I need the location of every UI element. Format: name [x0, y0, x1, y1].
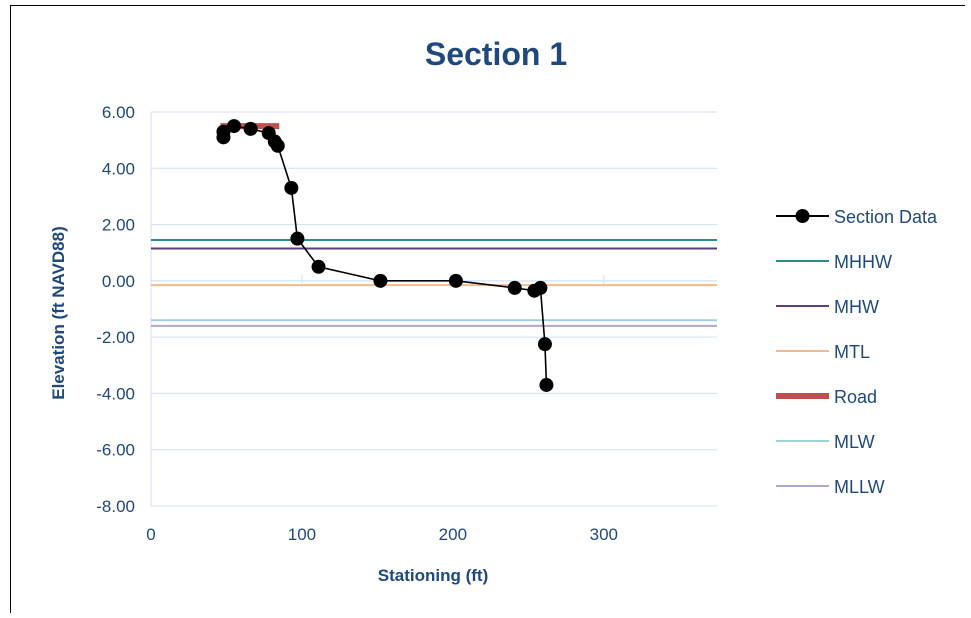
section-data-point	[243, 121, 258, 136]
section-data-point	[539, 377, 554, 392]
section-data-point	[537, 337, 552, 352]
x-tick-label: 0	[146, 525, 155, 544]
legend-item: MHW	[776, 297, 879, 317]
section-data-point	[533, 280, 548, 295]
legend-label: MTL	[834, 342, 870, 362]
legend-item: MLW	[776, 432, 875, 452]
chart-svg: Section 1 6.00 4.00 2.00 0.00 -2.00 -4.00 -6.0…	[49, 36, 938, 585]
legend-item: MTL	[776, 342, 870, 362]
y-tick-label: 2.00	[102, 216, 135, 235]
x-tick-label: 100	[288, 525, 316, 544]
gridlines	[151, 111, 717, 507]
legend-marker	[795, 209, 810, 223]
x-tick-label: 200	[439, 525, 467, 544]
legend-item: MHHW	[776, 252, 892, 272]
section-data-point	[284, 180, 299, 195]
legend-item: Section Data	[776, 207, 938, 227]
y-tick-label: -8.00	[96, 497, 135, 516]
y-axis-title: Elevation (ft NAVD88)	[49, 226, 68, 400]
legend-label: MLW	[834, 432, 875, 452]
section-data-point	[216, 124, 231, 139]
legend-label: MHW	[834, 297, 879, 317]
y-tick-label: -4.00	[96, 384, 135, 403]
tick-labels: 6.00 4.00 2.00 0.00 -2.00 -4.00 -6.00 -8.00 0 100…	[96, 103, 618, 544]
y-tick-label: 6.00	[102, 103, 135, 122]
section-data-point	[270, 138, 285, 153]
legend: Section Data MHHW MHW MTL Road MLW MLLW	[776, 207, 938, 497]
section-data-point	[507, 280, 522, 295]
section-data-point	[227, 119, 242, 134]
section-data-line	[222, 125, 548, 386]
legend-label: MLLW	[834, 477, 885, 497]
section-data-point	[290, 231, 305, 246]
legend-label: Section Data	[834, 207, 938, 227]
legend-label: Road	[834, 387, 877, 407]
y-tick-label: -2.00	[96, 328, 135, 347]
legend-label: MHHW	[834, 252, 892, 272]
x-tick-label: 300	[590, 525, 618, 544]
section-data-series	[216, 119, 554, 392]
y-tick-label: 4.00	[102, 159, 135, 178]
chart-frame: Section 1 6.00 4.00 2.00 0.00 -2.00 -4.00 -6.0…	[10, 5, 965, 613]
legend-item: Road	[776, 387, 877, 407]
section-data-point	[373, 273, 388, 288]
legend-item: MLLW	[776, 477, 885, 497]
reference-lines	[151, 239, 717, 327]
chart-title: Section 1	[425, 36, 567, 72]
section-data-point	[448, 273, 463, 288]
axes	[150, 112, 717, 506]
section-data-point	[311, 259, 326, 274]
y-tick-label: -6.00	[96, 441, 135, 460]
y-tick-label: 0.00	[102, 272, 135, 291]
x-axis-title: Stationing (ft)	[378, 566, 488, 585]
